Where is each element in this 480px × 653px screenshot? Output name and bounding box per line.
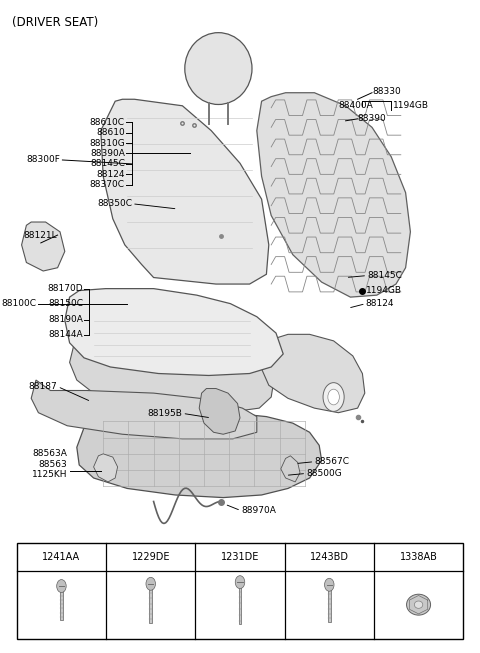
Text: 1243BD: 1243BD — [310, 552, 349, 562]
Circle shape — [328, 389, 339, 405]
Text: 88124: 88124 — [366, 299, 394, 308]
Text: (DRIVER SEAT): (DRIVER SEAT) — [12, 16, 98, 29]
Text: 1241AA: 1241AA — [42, 552, 81, 562]
Circle shape — [146, 577, 156, 590]
Text: 1338AB: 1338AB — [400, 552, 437, 562]
Text: 88145C: 88145C — [367, 271, 402, 280]
Polygon shape — [199, 389, 240, 434]
Text: 88300F: 88300F — [26, 155, 60, 165]
Bar — [17, 543, 463, 639]
Text: 88350C: 88350C — [97, 199, 132, 208]
Circle shape — [235, 576, 245, 588]
Polygon shape — [65, 289, 283, 375]
Bar — [328, 588, 331, 622]
Polygon shape — [31, 380, 257, 439]
Polygon shape — [70, 338, 274, 413]
Text: 88150C: 88150C — [48, 299, 83, 308]
Text: 88195B: 88195B — [147, 409, 182, 418]
Text: 88563A: 88563A — [32, 449, 67, 458]
Text: 88190A: 88190A — [48, 315, 83, 325]
Text: 88170D: 88170D — [48, 284, 83, 293]
Polygon shape — [22, 222, 65, 271]
Text: 88610C: 88610C — [90, 118, 125, 127]
Text: 1229DE: 1229DE — [132, 552, 170, 562]
Text: 88145C: 88145C — [90, 159, 125, 168]
Text: 1194GB: 1194GB — [393, 101, 429, 110]
Text: 88100C: 88100C — [1, 299, 36, 308]
Polygon shape — [94, 454, 118, 482]
Polygon shape — [77, 410, 322, 498]
Circle shape — [323, 383, 344, 411]
Bar — [149, 586, 152, 623]
Text: 88610: 88610 — [96, 128, 125, 137]
Text: 88370C: 88370C — [90, 180, 125, 189]
Text: 1194GB: 1194GB — [366, 286, 402, 295]
Polygon shape — [281, 456, 300, 482]
Circle shape — [57, 580, 66, 592]
Text: 88124: 88124 — [96, 170, 125, 179]
Text: 88567C: 88567C — [314, 457, 349, 466]
Ellipse shape — [407, 594, 431, 615]
Text: 88121L: 88121L — [23, 231, 57, 240]
Text: 88563: 88563 — [38, 460, 67, 469]
Ellipse shape — [414, 601, 423, 609]
Text: 88390A: 88390A — [90, 149, 125, 158]
Text: 88330: 88330 — [372, 87, 401, 96]
Text: 88400A: 88400A — [338, 101, 373, 110]
Text: 88187: 88187 — [29, 382, 58, 391]
Polygon shape — [257, 93, 410, 297]
Ellipse shape — [185, 33, 252, 104]
Bar — [239, 585, 241, 624]
Polygon shape — [262, 334, 365, 413]
Text: 88310G: 88310G — [89, 138, 125, 148]
Text: 88144A: 88144A — [48, 330, 83, 340]
Bar — [60, 589, 63, 620]
Text: 88970A: 88970A — [241, 506, 276, 515]
Text: 88500G: 88500G — [306, 469, 342, 478]
Circle shape — [324, 579, 334, 591]
Text: 1231DE: 1231DE — [221, 552, 259, 562]
Text: 88390: 88390 — [358, 114, 386, 123]
Polygon shape — [101, 99, 269, 284]
Text: 1125KH: 1125KH — [32, 470, 67, 479]
